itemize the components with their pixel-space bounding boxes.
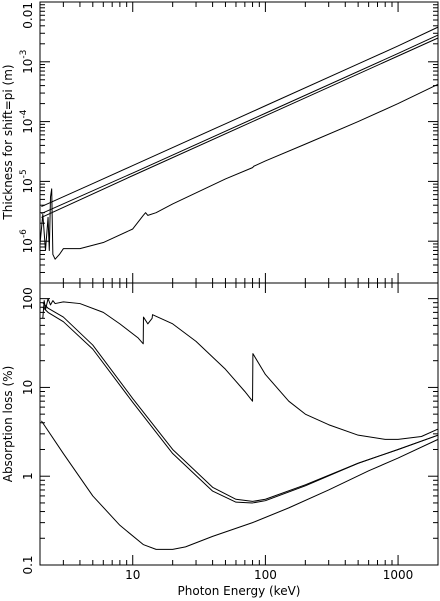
absorption-x-tick-label: 100	[254, 568, 277, 582]
thickness-y-tick-label: 10-6	[19, 229, 35, 254]
absorption-y-tick-label: 0.1	[21, 555, 35, 574]
thickness-x-ticks	[39, 2, 439, 283]
absorption-y-tick-label: 1	[21, 472, 35, 480]
thickness-y-tick-label: 10-3	[19, 50, 35, 74]
absorption-x-tick-labels: 10 100 1000	[125, 568, 413, 582]
thickness-chart: 10-6 10-5 10-4 10-3 0.01 Thickness for shift…	[1, 1, 439, 284]
absorption-series-line	[42, 302, 439, 502]
absorption-y-tick-labels: 0.1 1 10 100	[21, 287, 35, 574]
thickness-series-line	[41, 26, 439, 207]
thickness-y-ticks	[40, 1, 438, 284]
thickness-y-axis-title: Thickness for shift=pi (m)	[1, 64, 15, 220]
absorption-y-tick-label: 10	[21, 380, 35, 395]
absorption-x-tick-label: 1000	[383, 568, 414, 582]
thickness-series	[39, 26, 439, 260]
thickness-y-tick-labels: 10-6 10-5 10-4 10-3 0.01	[19, 2, 35, 253]
absorption-x-ticks	[39, 283, 439, 565]
thickness-y-tick-label: 10-4	[19, 109, 35, 134]
absorption-plot-frame	[39, 282, 439, 566]
thickness-series-line	[41, 37, 439, 218]
absorption-x-tick-label: 10	[125, 568, 140, 582]
thickness-y-tick-label: 0.01	[21, 2, 35, 29]
absorption-y-tick-label: 100	[21, 287, 35, 310]
absorption-y-axis-title: Absorption loss (%)	[1, 366, 15, 483]
thickness-y-tick-label: 10-5	[19, 169, 35, 193]
thickness-series-line	[41, 34, 439, 215]
x-axis-title: Photon Energy (keV)	[178, 584, 301, 598]
thickness-series-line	[39, 83, 439, 260]
absorption-series	[41, 298, 439, 550]
absorption-series-line	[42, 298, 439, 440]
absorption-series-line	[41, 420, 439, 550]
absorption-series-line	[42, 306, 439, 504]
thickness-plot-frame	[39, 1, 439, 284]
absorption-y-ticks	[40, 298, 438, 566]
